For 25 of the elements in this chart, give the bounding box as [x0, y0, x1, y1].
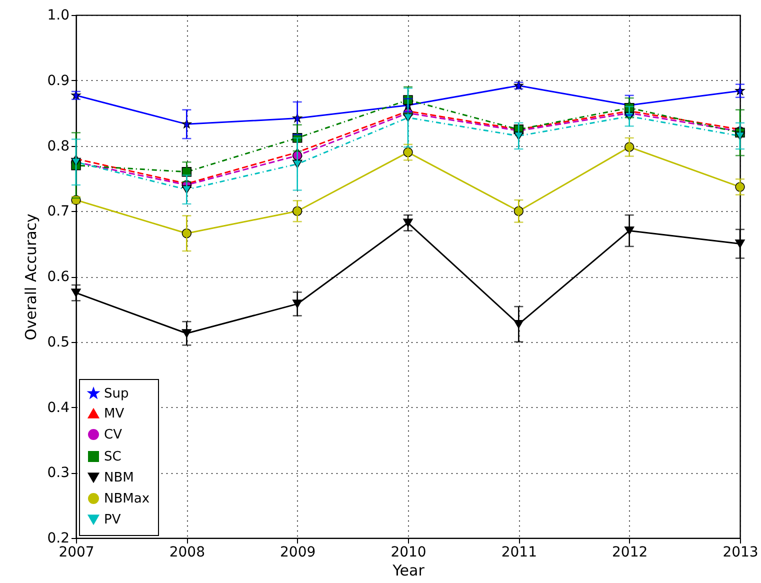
- x-tick-label: 2007: [58, 544, 94, 560]
- x-tick-label: 2010: [390, 544, 426, 560]
- y-tick-label: 0.2: [47, 530, 70, 546]
- y-tick-label: 0.4: [47, 400, 70, 416]
- legend-label: CV: [104, 428, 122, 442]
- x-axis-title: Year: [392, 562, 426, 580]
- x-tick-label: 2008: [169, 544, 205, 560]
- y-tick-label: 0.5: [47, 334, 70, 350]
- legend-label: SC: [104, 450, 122, 464]
- y-tick-label: 0.7: [47, 204, 70, 220]
- y-tick-label: 0.6: [47, 269, 70, 285]
- y-tick-label: 0.3: [47, 465, 70, 482]
- y-tick-label: 1.0: [47, 8, 70, 24]
- legend-label: PV: [104, 512, 121, 528]
- x-tick-label: 2009: [280, 544, 316, 560]
- legend-label: MV: [104, 406, 124, 422]
- legend-label: Sup: [104, 386, 129, 402]
- legend-label: NBM: [104, 470, 134, 486]
- x-tick-label: 2011: [501, 544, 537, 560]
- y-tick-label: 0.9: [47, 72, 70, 89]
- x-tick-label: 2012: [612, 544, 648, 560]
- legend-label: NBMax: [104, 492, 150, 506]
- y-axis-title: Overall Accuracy: [22, 213, 40, 340]
- y-tick-label: 0.8: [47, 138, 70, 154]
- x-tick-label: 2013: [722, 544, 758, 560]
